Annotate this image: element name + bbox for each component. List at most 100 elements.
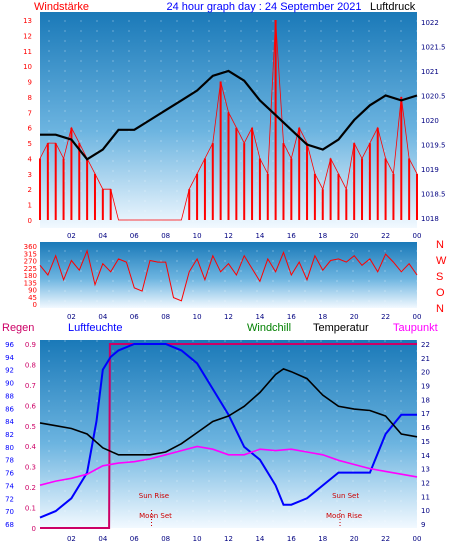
x-tick-label: 02 — [67, 232, 76, 240]
temperature-tick-label: 15 — [421, 438, 430, 446]
x-tick-label: 08 — [161, 232, 170, 240]
left-tick-label: 1 — [28, 202, 32, 210]
humidity-tick-label: 70 — [5, 508, 14, 516]
left-tick-label: 13 — [23, 17, 32, 25]
x-tick-label: 14 — [255, 232, 264, 240]
panel3-grid — [40, 340, 417, 528]
x-tick-label: 10 — [193, 535, 202, 543]
temperature-tick-label: 13 — [421, 466, 430, 474]
temperature-tick-label: 17 — [421, 410, 430, 418]
regen-tick-label: 0.7 — [25, 382, 36, 390]
humidity-series-line — [39, 343, 417, 519]
luftdruck-label: Luftdruck — [370, 1, 416, 13]
taupunkt-label: Taupunkt — [393, 322, 438, 334]
x-tick-label: 04 — [98, 232, 107, 240]
temperature-tick-label: 14 — [421, 452, 430, 460]
right-tick-label: 1019 — [421, 166, 439, 174]
x-tick-label: 20 — [350, 232, 359, 240]
x-tick-label: 16 — [287, 313, 296, 321]
direction-tick-label: 90 — [28, 287, 37, 295]
right-tick-label: 1021.5 — [421, 43, 446, 51]
right-tick-label: 1021 — [421, 68, 439, 76]
temperature-tick-label: 21 — [421, 355, 430, 363]
left-tick-label: 7 — [28, 109, 32, 117]
x-tick-label: 02 — [67, 535, 76, 543]
chart-title: 24 hour graph day : 24 September 2021 — [166, 1, 361, 13]
regen-tick-label: 0 — [32, 525, 36, 533]
right-tick-label: 1020.5 — [421, 92, 446, 100]
left-tick-label: 5 — [28, 140, 32, 148]
temperature-tick-label: 22 — [421, 341, 430, 349]
humidity-tick-label: 92 — [5, 367, 14, 375]
x-tick-label: 00 — [413, 535, 422, 543]
humidity-tick-label: 86 — [5, 405, 14, 413]
regen-tick-label: 0.1 — [25, 505, 36, 513]
windchill-label: Windchill — [247, 322, 291, 334]
direction-tick-label: 0 — [33, 301, 37, 309]
x-tick-label: 10 — [193, 232, 202, 240]
astro-annotation: Sun Set — [332, 492, 359, 500]
panel2-grid — [40, 242, 417, 308]
regen-label: Regen — [2, 322, 34, 334]
x-tick-label: 18 — [318, 232, 327, 240]
x-tick-label: 14 — [255, 535, 264, 543]
temperatur-label: Temperatur — [313, 322, 369, 334]
compass-label: O — [436, 287, 445, 299]
humidity-tick-label: 76 — [5, 470, 14, 478]
direction-tick-label: 270 — [24, 258, 37, 266]
rain-series-line — [40, 343, 417, 529]
direction-tick-label: 135 — [24, 279, 37, 287]
left-tick-label: 3 — [28, 171, 32, 179]
direction-tick-label: 225 — [24, 265, 37, 273]
regen-tick-label: 0.6 — [25, 402, 37, 410]
humidity-tick-label: 94 — [5, 354, 14, 362]
astro-annotation: Moon Rise — [326, 512, 362, 520]
regen-tick-label: 0.9 — [25, 341, 36, 349]
humidity-tick-label: 78 — [5, 457, 14, 465]
regen-tick-label: 0.2 — [25, 484, 36, 492]
astro-annotation: Sun Rise — [139, 492, 169, 500]
humidity-tick-label: 74 — [5, 482, 14, 490]
right-tick-label: 1018.5 — [421, 191, 446, 199]
luftfeuchte-label: Luftfeuchte — [68, 322, 122, 334]
x-tick-label: 22 — [381, 232, 390, 240]
regen-tick-label: 0.4 — [25, 443, 37, 451]
left-tick-label: 9 — [28, 79, 32, 87]
x-tick-label: 20 — [350, 313, 359, 321]
compass-label: N — [436, 239, 444, 251]
temperature-tick-label: 9 — [421, 521, 425, 529]
wind-direction-line — [39, 249, 418, 302]
x-tick-label: 08 — [161, 535, 170, 543]
dewpoint-series-line — [39, 445, 418, 486]
direction-tick-label: 45 — [28, 294, 37, 302]
x-tick-label: 22 — [381, 313, 390, 321]
x-tick-label: 06 — [130, 535, 139, 543]
direction-tick-label: 315 — [24, 250, 37, 258]
windstaerke-label: Windstärke — [34, 1, 89, 13]
temperature-tick-label: 20 — [421, 369, 430, 377]
x-tick-label: 04 — [98, 313, 107, 321]
x-tick-label: 18 — [318, 313, 327, 321]
wind-series-line — [39, 19, 418, 221]
right-tick-label: 1022 — [421, 19, 439, 27]
x-tick-label: 04 — [98, 535, 107, 543]
left-tick-label: 11 — [23, 48, 32, 56]
x-tick-label: 12 — [224, 232, 233, 240]
compass-label: S — [436, 271, 443, 283]
x-tick-label: 14 — [255, 313, 264, 321]
x-tick-label: 12 — [224, 313, 233, 321]
temperature-tick-label: 19 — [421, 383, 430, 391]
x-tick-label: 16 — [287, 232, 296, 240]
humidity-tick-label: 88 — [5, 392, 14, 400]
left-tick-label: 2 — [28, 186, 32, 194]
x-tick-label: 06 — [130, 313, 139, 321]
humidity-tick-label: 68 — [5, 521, 14, 529]
humidity-tick-label: 84 — [5, 418, 14, 426]
temperature-tick-label: 16 — [421, 424, 430, 432]
x-tick-label: 12 — [224, 535, 233, 543]
humidity-tick-label: 90 — [5, 380, 14, 388]
temperature-tick-label: 18 — [421, 396, 430, 404]
left-tick-label: 0 — [28, 217, 32, 225]
left-tick-label: 8 — [28, 94, 32, 102]
compass-label: W — [436, 255, 447, 267]
